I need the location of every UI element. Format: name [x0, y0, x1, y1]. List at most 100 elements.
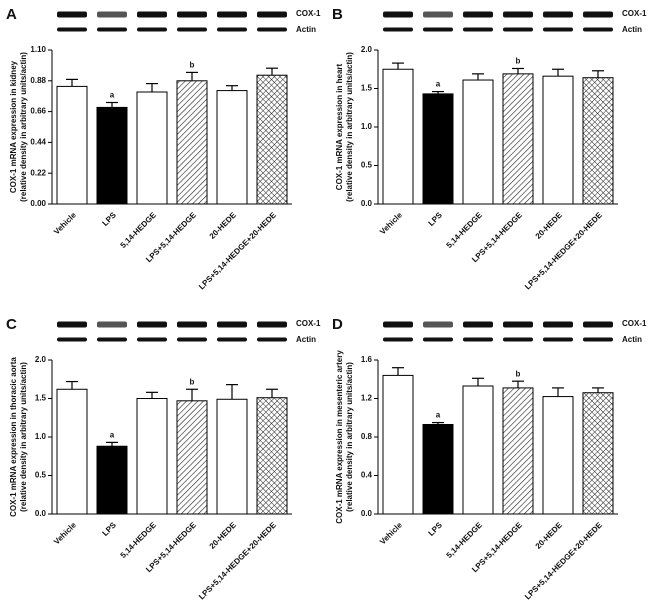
y-tick-label: 1.0 — [361, 122, 373, 131]
blot-band — [97, 337, 127, 342]
blot-band — [57, 337, 87, 342]
blot-band — [97, 27, 127, 32]
blot-label: Actin — [296, 25, 316, 34]
blot-band — [583, 321, 613, 328]
x-tick-label: LPS+5,14-HEDGE+20-HEDE — [523, 210, 604, 291]
x-tick-label: 5,14-HEDGE — [119, 210, 159, 250]
bar — [582, 392, 614, 515]
y-tick-label: 0.0 — [361, 199, 373, 208]
x-tick-label: Vehicle — [52, 210, 78, 236]
blot-band — [137, 321, 167, 328]
blot-band — [503, 27, 533, 32]
bar — [542, 75, 574, 205]
y-tick-label: 0.8 — [361, 432, 373, 441]
x-tick-label: LPS+5,14-HEDGE+20-HEDE — [197, 520, 278, 601]
blot-band — [97, 321, 127, 328]
y-tick-label: 1.5 — [361, 84, 373, 93]
bar — [382, 374, 414, 515]
bar — [216, 398, 248, 515]
x-tick-label: 20-HEDE — [534, 210, 565, 241]
blot-band — [423, 27, 453, 32]
blot-band — [257, 321, 287, 328]
blot-band — [217, 11, 247, 18]
x-tick-label: 5,14-HEDGE — [445, 520, 485, 560]
blot-label: COX-1 — [296, 319, 321, 328]
x-tick-label: LPS — [427, 210, 445, 228]
panel: A COX-1 Actin COX-1 mRNA expression in kidn… — [6, 6, 321, 291]
blot-label: COX-1 — [622, 319, 647, 328]
annotation: a — [436, 80, 441, 89]
blot-band — [423, 337, 453, 342]
bar — [256, 74, 288, 205]
bar — [176, 400, 208, 515]
blot-band — [543, 321, 573, 328]
bar — [96, 106, 128, 205]
y-tick-label: 0.00 — [30, 199, 46, 208]
blot-band — [383, 11, 413, 18]
blot-band — [257, 11, 287, 18]
blot-band — [177, 321, 207, 328]
x-tick-label: 20-HEDE — [534, 520, 565, 551]
bar — [502, 73, 534, 205]
blot-band — [503, 337, 533, 342]
x-tick-label: LPS+5,14-HEDGE+20-HEDE — [523, 520, 604, 601]
bar — [96, 445, 128, 515]
panel-letter: A — [6, 6, 17, 23]
blot-band — [543, 11, 573, 18]
blot-band — [137, 27, 167, 32]
bar — [462, 385, 494, 515]
blot-band — [423, 11, 453, 18]
y-tick-label: 0.4 — [361, 471, 373, 480]
annotation: b — [516, 57, 521, 66]
blot-band — [583, 337, 613, 342]
y-tick-label: 2.0 — [35, 355, 47, 364]
bar — [462, 79, 494, 205]
y-tick-label: 0.88 — [30, 76, 46, 85]
y-tick-label: 1.5 — [35, 394, 47, 403]
bar — [56, 388, 88, 515]
bar — [136, 91, 168, 205]
y-tick-label: 0.5 — [361, 161, 373, 170]
blot-band — [217, 321, 247, 328]
blot-band — [137, 337, 167, 342]
blot-band — [583, 27, 613, 32]
blot-band — [57, 27, 87, 32]
blot-label: Actin — [622, 25, 642, 34]
blot-band — [543, 27, 573, 32]
annotation: b — [190, 61, 195, 70]
y-tick-label: 1.0 — [35, 432, 47, 441]
blot-band — [503, 321, 533, 328]
blot-band — [57, 11, 87, 18]
bar — [56, 85, 88, 205]
panel: C COX-1 Actin COX-1 mRNA expression in thor… — [6, 316, 321, 601]
blot-band — [383, 321, 413, 328]
blot-band — [257, 337, 287, 342]
y-tick-label: 0.0 — [361, 509, 373, 518]
blot-band — [463, 27, 493, 32]
blot-band — [177, 27, 207, 32]
bar — [216, 90, 248, 205]
y-tick-label: 1.6 — [361, 355, 373, 364]
blot-band — [177, 337, 207, 342]
blot-band — [97, 11, 127, 18]
blot-band — [463, 337, 493, 342]
y-tick-label: 2.0 — [361, 45, 373, 54]
y-tick-label: 0.44 — [30, 138, 46, 147]
x-tick-label: Vehicle — [378, 520, 404, 546]
y-tick-label: 1.10 — [30, 45, 46, 54]
y-axis-label: (relative density in arbitrary units/act… — [19, 52, 28, 202]
panel-letter: B — [332, 6, 343, 23]
panel: D COX-1 Actin COX-1 mRNA expression in mese… — [332, 316, 647, 601]
bar — [176, 80, 208, 205]
bar — [136, 398, 168, 515]
bar — [422, 423, 454, 515]
panel: B COX-1 Actin COX-1 mRNA expression in hear… — [332, 6, 647, 291]
blot-band — [543, 337, 573, 342]
annotation: a — [436, 411, 441, 420]
y-tick-label: 0.22 — [30, 168, 46, 177]
blot-label: COX-1 — [622, 9, 647, 18]
blot-label: COX-1 — [296, 9, 321, 18]
x-tick-label: Vehicle — [378, 210, 404, 236]
annotation: b — [516, 369, 521, 378]
